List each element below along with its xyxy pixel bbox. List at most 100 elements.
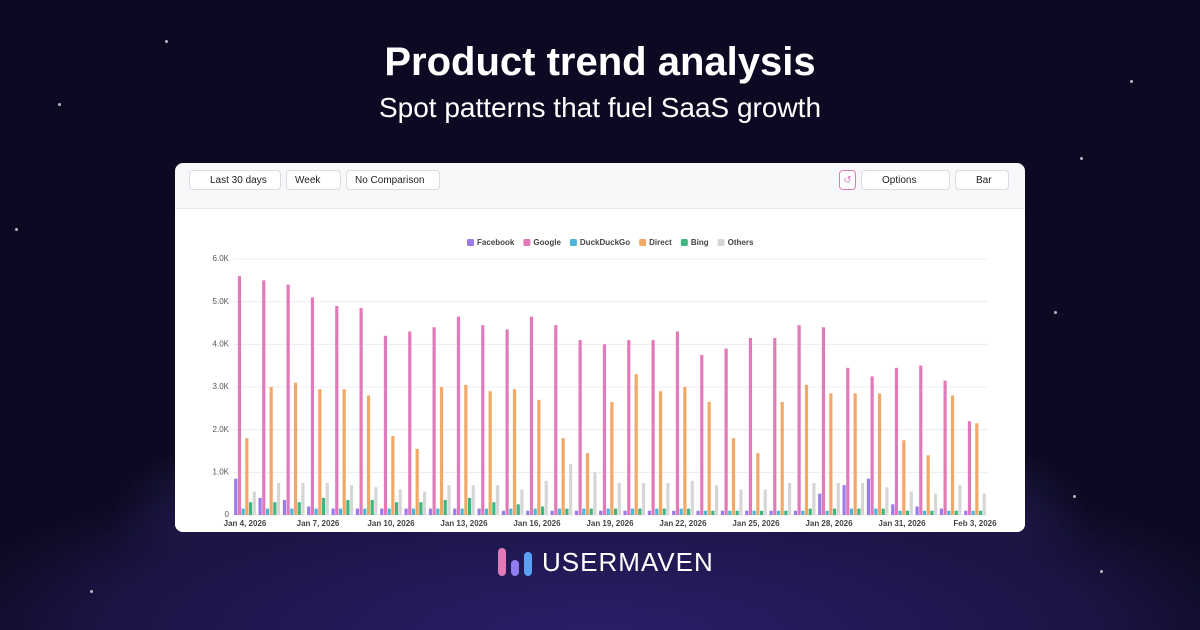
bar: [930, 510, 934, 515]
bar: [842, 485, 846, 515]
bar: [898, 510, 902, 515]
bar: [602, 344, 607, 515]
chart-type[interactable]: Bar: [955, 170, 1009, 190]
bar: [550, 510, 554, 515]
bar: [529, 316, 534, 515]
bar: [623, 510, 627, 515]
bar: [954, 510, 958, 515]
brand-name: USERMAVEN: [542, 546, 714, 577]
bar: [812, 483, 816, 515]
x-tick-label: Jan 13, 2026: [440, 519, 488, 528]
bar: [964, 510, 968, 515]
star: [90, 590, 93, 593]
bar: [610, 401, 614, 515]
bar: [638, 508, 642, 515]
bar: [905, 510, 910, 515]
bar: [825, 510, 829, 515]
bar: [241, 508, 245, 515]
bar: [346, 500, 350, 515]
bar: [711, 510, 715, 515]
bar: [318, 389, 322, 515]
star: [1080, 157, 1083, 160]
bar: [374, 487, 378, 515]
bar: [714, 485, 719, 515]
bar: [874, 508, 878, 515]
star: [1130, 80, 1133, 83]
bar: [860, 483, 865, 515]
bar: [355, 508, 360, 515]
bar: [495, 485, 500, 515]
bar: [391, 436, 395, 515]
bar: [557, 508, 562, 515]
legend-swatch: [680, 239, 688, 246]
bar: [658, 391, 663, 515]
bar: [651, 340, 655, 515]
bar: [349, 485, 354, 515]
bar: [724, 348, 728, 515]
bar: [846, 367, 850, 515]
legend-swatch: [467, 239, 474, 246]
bar: [870, 376, 874, 515]
date-range[interactable]: Last 30 days: [189, 170, 281, 190]
reset[interactable]: ↺: [839, 170, 856, 190]
x-tick-label: Jan 4, 2026: [224, 519, 267, 528]
bar: [453, 508, 457, 515]
bar: [696, 510, 700, 515]
bar: [578, 340, 582, 515]
bar: [808, 508, 812, 515]
x-tick-label: Jan 28, 2026: [805, 519, 853, 528]
bar: [245, 438, 249, 515]
bar: [321, 497, 326, 515]
bar: [359, 308, 363, 515]
bar: [818, 493, 822, 515]
bar: [739, 489, 743, 515]
bar: [411, 508, 416, 515]
bar: [894, 367, 899, 515]
bar: [731, 438, 736, 515]
bar: [477, 508, 481, 515]
bar: [471, 485, 475, 515]
bar: [456, 316, 461, 515]
bar: [787, 483, 792, 515]
bar: [422, 491, 427, 515]
star: [58, 103, 61, 106]
bar: [342, 389, 346, 515]
bar: [589, 508, 593, 515]
y-tick-label: 4.0K: [213, 339, 230, 348]
bar: [606, 508, 610, 515]
legend-swatch: [717, 239, 725, 246]
bar: [582, 508, 586, 515]
bar: [526, 510, 530, 515]
bar: [387, 508, 391, 515]
y-tick-label: 0: [225, 510, 230, 519]
interval[interactable]: Week: [286, 170, 341, 190]
bar: [662, 508, 666, 515]
bar: [776, 510, 781, 515]
brand: USERMAVEN: [498, 546, 714, 578]
title: Product trend analysis: [384, 40, 816, 84]
bar: [915, 506, 919, 515]
bar: [939, 508, 944, 515]
options[interactable]: Options: [861, 170, 950, 190]
bar: [460, 508, 464, 515]
bar: [748, 337, 753, 515]
x-tick-label: Jan 25, 2026: [732, 519, 780, 528]
chart-card: Last 30 days Week No Comparison ↺ Option…: [175, 163, 1025, 532]
legend-label: Google: [533, 238, 561, 247]
bar: [432, 327, 436, 515]
bar: [366, 395, 371, 515]
y-tick-label: 2.0K: [213, 425, 230, 434]
bar: [647, 510, 652, 515]
comparison[interactable]: No Comparison: [346, 170, 440, 190]
bar: [975, 423, 979, 515]
bar: [593, 472, 597, 515]
bar: [248, 502, 253, 515]
bar: [269, 387, 273, 515]
bar: [707, 401, 711, 515]
bar: [836, 483, 840, 515]
bar: [780, 401, 784, 515]
bar: [370, 500, 374, 515]
bar: [544, 480, 548, 515]
bar: [857, 508, 861, 515]
bar: [436, 508, 440, 515]
